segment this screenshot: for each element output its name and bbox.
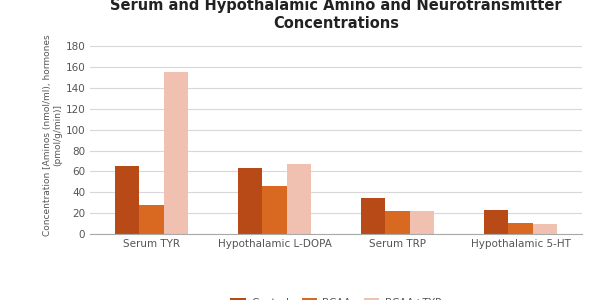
Bar bbox=[410, 211, 434, 234]
Bar bbox=[262, 186, 287, 234]
Bar bbox=[508, 223, 533, 234]
Legend: Control, BCAA, BCAA+TYR: Control, BCAA, BCAA+TYR bbox=[226, 294, 446, 300]
Bar bbox=[238, 168, 262, 234]
Bar bbox=[361, 197, 385, 234]
Bar bbox=[164, 73, 188, 234]
Bar bbox=[115, 166, 139, 234]
Bar bbox=[139, 205, 164, 234]
Bar bbox=[533, 224, 557, 234]
Bar bbox=[484, 210, 508, 234]
Y-axis label: Concentration [Aminos (nmol/ml), hormones
(pmol/g/min)]: Concentration [Aminos (nmol/ml), hormone… bbox=[43, 34, 62, 236]
Title: Serum and Hypothalamic Amino and Neurotransmitter
Concentrations: Serum and Hypothalamic Amino and Neurotr… bbox=[110, 0, 562, 31]
Bar bbox=[287, 164, 311, 234]
Bar bbox=[385, 211, 410, 234]
